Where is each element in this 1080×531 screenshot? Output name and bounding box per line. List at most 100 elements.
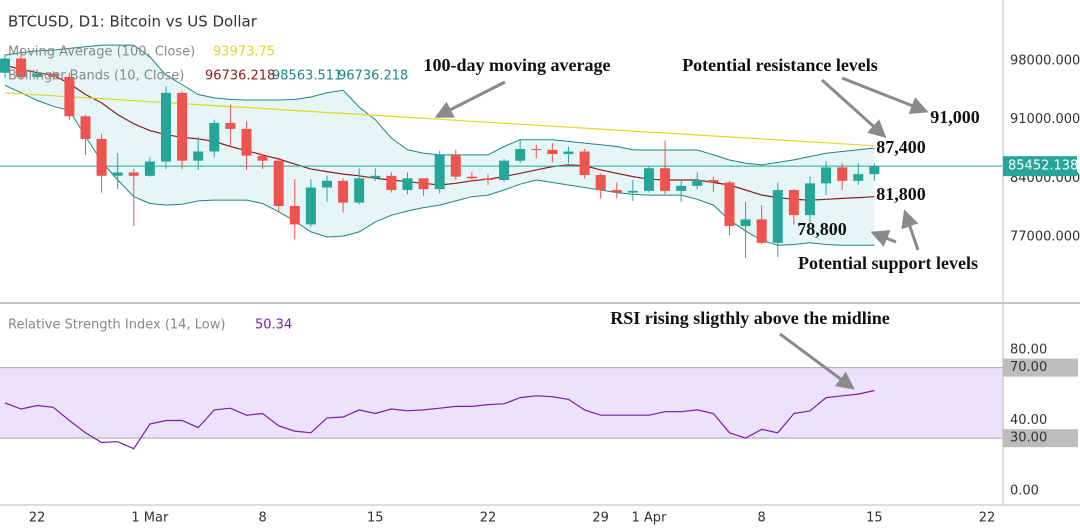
y-tick-label: 77000.000 (1010, 229, 1080, 244)
legend-label: Bollinger Bands (10, Close) (8, 69, 184, 84)
candle-body (740, 219, 751, 227)
last-price-label: 85452.138 (1008, 159, 1078, 174)
candle-body (450, 154, 461, 177)
band-box (1003, 358, 1078, 377)
y-tick-label: 80.00 (1010, 343, 1047, 358)
candle-body (209, 123, 220, 152)
legend-value: 96736.218 (205, 69, 275, 84)
y-tick-label: 98000.000 (1010, 54, 1080, 69)
candle-body (80, 116, 91, 139)
candle-body (821, 167, 832, 184)
candle-body (499, 160, 510, 180)
candle-body (225, 123, 236, 129)
legend-label: Moving Average (100, Close) (8, 45, 195, 60)
annotation: 78,800 (797, 219, 847, 239)
y-tick-label: 40.00 (1010, 413, 1047, 428)
candle-body (595, 174, 606, 191)
x-tick-label: 1 Mar (131, 511, 169, 526)
x-tick-label: 1 Apr (632, 511, 668, 526)
candle-body (563, 151, 574, 155)
candle-body (515, 148, 526, 161)
legend-value: 96736.218 (338, 69, 408, 84)
annotation: Potential support levels (798, 253, 978, 273)
x-tick-label: 15 (866, 511, 883, 526)
candle-body (643, 168, 654, 191)
candle-body (241, 128, 252, 156)
y-tick-label: 91000.000 (1010, 112, 1080, 127)
candle-body (869, 166, 880, 175)
candle-body (32, 73, 43, 77)
candle-body (756, 219, 767, 243)
x-tick-label: 29 (592, 511, 609, 526)
candle-body (482, 178, 493, 180)
last-price-box (1003, 156, 1077, 177)
candle-body (289, 205, 300, 225)
candle-body (177, 92, 188, 161)
annotation: RSI rising sligthly above the midline (610, 308, 890, 328)
candle-body (418, 178, 429, 190)
candle-body (772, 190, 783, 243)
candle-body (305, 187, 316, 225)
candle-body (531, 148, 542, 150)
candle-body (853, 174, 864, 181)
annotation-arrows (434, 76, 929, 390)
candle-body (321, 180, 332, 188)
candle-body (257, 155, 268, 161)
moving-average (4, 92, 875, 147)
candle-body (660, 168, 671, 191)
x-tick-label: 15 (367, 511, 384, 526)
legend-value: 98563.511 (272, 69, 342, 84)
arrow (901, 209, 920, 251)
candle-body (434, 154, 445, 190)
candle-body (193, 151, 204, 161)
candle-body (144, 161, 155, 176)
candle-body (724, 182, 735, 227)
arrow (820, 78, 887, 139)
arrow (841, 76, 929, 114)
candle-body (0, 58, 10, 73)
x-tick-label: 22 (979, 511, 996, 526)
band-label: 70.00 (1010, 360, 1047, 375)
band-box (1003, 429, 1078, 448)
candle-body (386, 175, 397, 191)
candle-body (16, 58, 27, 77)
candle-body (48, 73, 59, 77)
candle-body (128, 172, 139, 176)
annotation: 100-day moving average (424, 55, 611, 75)
chart-title: BTCUSD, D1: Bitcoin vs US Dollar (8, 13, 258, 31)
y-tick-label: 0.00 (1010, 484, 1039, 499)
candle-body (112, 172, 123, 176)
candle-body (547, 149, 558, 155)
candle-body (354, 178, 365, 203)
candle-body (338, 180, 349, 203)
candle-body (837, 167, 848, 181)
annotation: 81,800 (876, 184, 926, 204)
candle-body (466, 176, 477, 179)
x-tick-label: 8 (258, 511, 266, 526)
candle-body (579, 151, 590, 175)
legend-label: Relative Strength Index (14, Low) (8, 318, 225, 333)
candle-body (273, 160, 284, 206)
band-fill (4, 45, 875, 246)
legend-value: 50.34 (255, 318, 292, 333)
arrow (870, 230, 897, 247)
candle-body (692, 179, 703, 186)
arrow (779, 332, 855, 390)
x-tick-label: 22 (29, 511, 46, 526)
candle-body (708, 179, 719, 183)
band-fill (0, 367, 1003, 439)
candle-body (788, 190, 799, 216)
band-label: 30.00 (1010, 431, 1047, 446)
candle-body (804, 183, 815, 216)
candle-body (676, 185, 687, 191)
candle-body (370, 175, 381, 179)
annotation: 87,400 (876, 137, 926, 157)
legend-value: 93973.75 (213, 45, 275, 60)
candle-body (96, 138, 107, 176)
annotation: 91,000 (930, 107, 980, 127)
rsi-line (4, 389, 875, 450)
x-tick-label: 22 (480, 511, 497, 526)
candle-body (402, 178, 413, 191)
annotation: Potential resistance levels (682, 55, 878, 75)
candle-body (64, 76, 75, 117)
